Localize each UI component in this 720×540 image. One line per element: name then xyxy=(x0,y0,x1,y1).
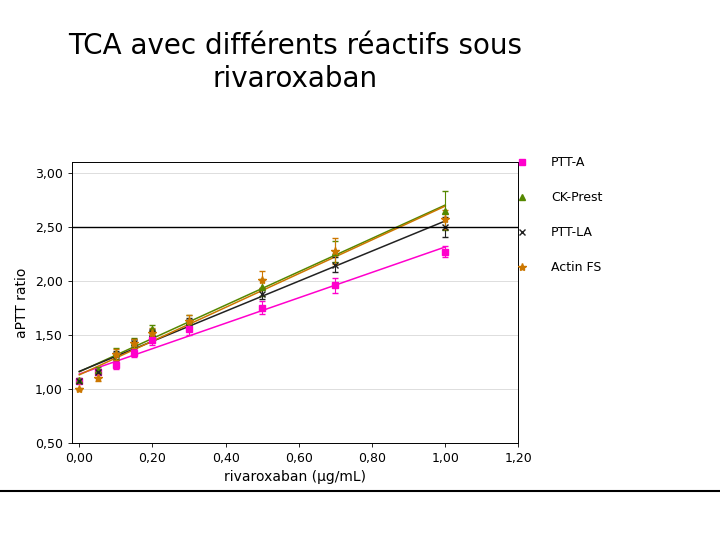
X-axis label: rivaroxaban (µg/mL): rivaroxaban (µg/mL) xyxy=(224,470,366,484)
Text: PTT-LA: PTT-LA xyxy=(551,226,593,239)
Text: PTT-A: PTT-A xyxy=(551,156,585,168)
Text: Actin FS: Actin FS xyxy=(551,261,601,274)
Text: TCA avec différents réactifs sous
rivaroxaban: TCA avec différents réactifs sous rivaro… xyxy=(68,32,522,93)
Text: CK-Prest: CK-Prest xyxy=(551,191,602,204)
Y-axis label: aPTT ratio: aPTT ratio xyxy=(15,267,30,338)
